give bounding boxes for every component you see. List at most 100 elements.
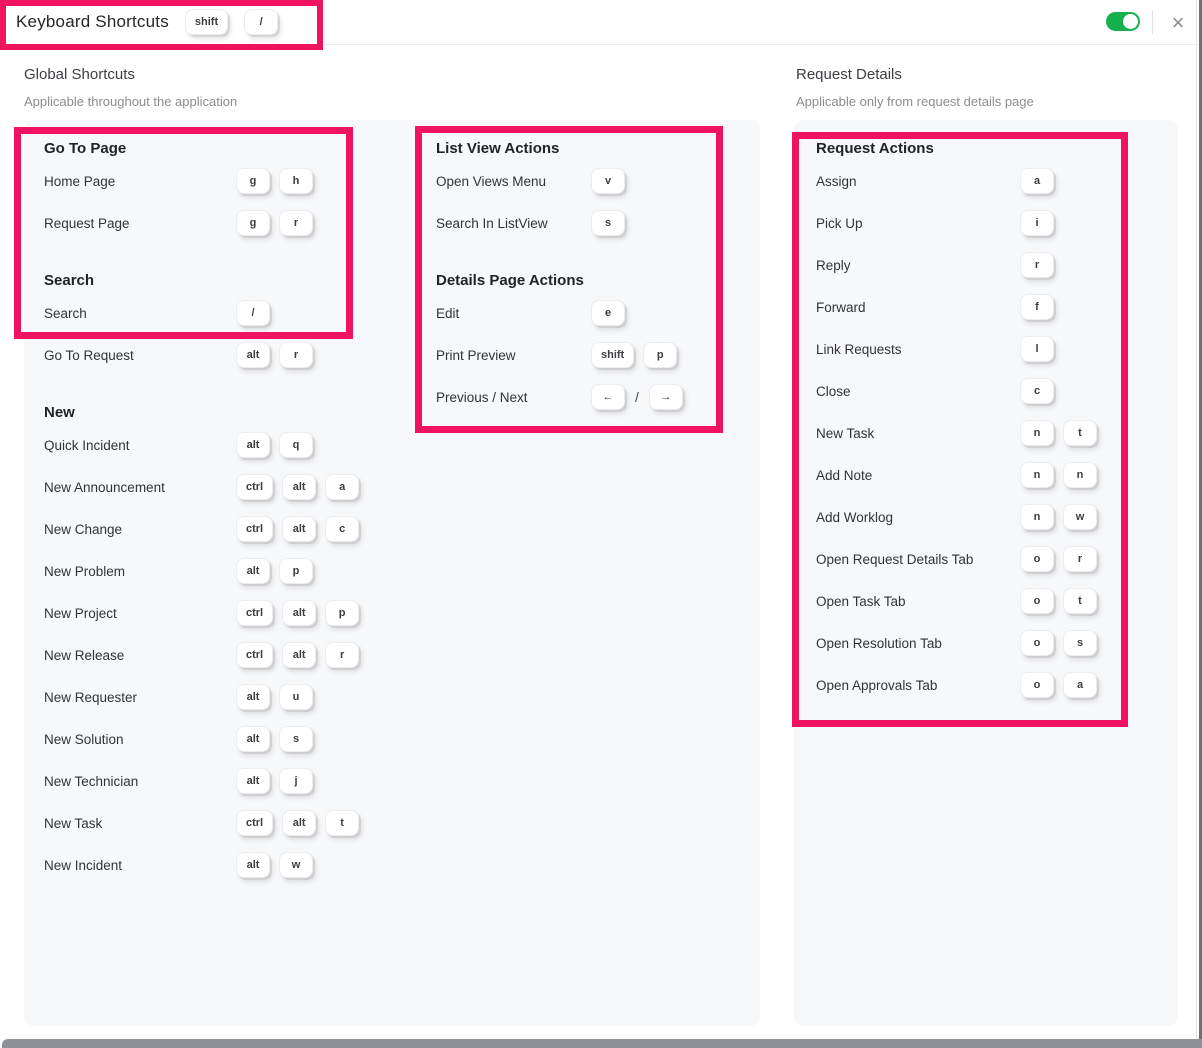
shortcut-label: Open Approvals Tab: [816, 677, 938, 693]
shortcut-row: Quick Incident alt q: [44, 424, 384, 466]
keycap-r: r: [1020, 252, 1054, 278]
keys-separator: /: [635, 389, 639, 405]
shortcut-keys: alt s: [236, 726, 313, 752]
dialog-header: Keyboard Shortcuts shift /: [0, 0, 1199, 45]
column-global-middle: List View Actions Open Views Menu v Search …: [436, 120, 736, 418]
shortcut-row: New Solution alt s: [44, 718, 384, 760]
shortcut-label: Assign: [816, 173, 857, 189]
keycap-p: p: [279, 558, 313, 584]
shortcut-row: New Incident alt w: [44, 844, 384, 886]
shortcut-row: Open Task Tab o t: [816, 580, 1156, 622]
shortcut-keys: l: [1020, 336, 1054, 362]
shortcut-row: Pick Up i: [816, 202, 1156, 244]
keycap-shift: shift: [591, 342, 635, 368]
shortcut-label: New Release: [44, 647, 125, 663]
keycap-l: l: [1020, 336, 1054, 362]
shortcut-label: Quick Incident: [44, 437, 130, 453]
window-bottom-bar: [2, 1039, 1202, 1048]
keycap-r: r: [1063, 546, 1097, 572]
shortcut-row: Previous / Next ← / →: [436, 376, 736, 418]
shortcut-keys: ← / →: [591, 384, 683, 410]
window-right-edge: [1199, 0, 1202, 1040]
section-title: Request Actions: [816, 140, 934, 157]
keycap-p: p: [325, 600, 360, 626]
shortcut-row: Search /: [44, 292, 384, 334]
shortcut-row: Request Page g r: [44, 202, 384, 244]
keycap-ctrl: ctrl: [236, 642, 274, 668]
section-title: Search: [44, 272, 95, 289]
shortcut-row: New Technician alt j: [44, 760, 384, 802]
keycap-n: n: [1020, 504, 1054, 530]
header-divider: [1152, 10, 1153, 34]
shortcut-keys: ctrl alt c: [236, 516, 360, 542]
shortcut-keys: ctrl alt p: [236, 600, 360, 626]
shortcut-keys: c: [1020, 378, 1054, 404]
shortcut-label: Forward: [816, 299, 866, 315]
keycap-w: w: [1063, 504, 1097, 530]
section-title: List View Actions: [436, 140, 560, 157]
shortcut-keys: alt u: [236, 684, 313, 710]
keycap-alt: alt: [236, 558, 270, 584]
shortcut-row: New Problem alt p: [44, 550, 384, 592]
close-icon[interactable]: ×: [1171, 10, 1185, 35]
shortcut-row: Close c: [816, 370, 1156, 412]
shortcut-label: Open Views Menu: [436, 173, 547, 189]
keycap-r: r: [279, 210, 313, 236]
global-shortcuts-panel: [24, 120, 760, 1026]
shortcut-label: Open Task Tab: [816, 593, 906, 609]
shortcut-label: Print Preview: [436, 347, 516, 363]
shortcut-row: Add Note n n: [816, 454, 1156, 496]
section-title: New: [44, 404, 75, 421]
keycap-w: w: [279, 852, 313, 878]
shortcut-row: New Change ctrl alt c: [44, 508, 384, 550]
keycap-alt: alt: [236, 342, 270, 368]
shortcut-label: New Incident: [44, 857, 123, 873]
keycap-f: f: [1020, 294, 1054, 320]
shortcut-label: Link Requests: [816, 341, 902, 357]
shortcut-label: Edit: [436, 305, 460, 321]
keycap-a: a: [1063, 672, 1097, 698]
keycap-q: q: [279, 432, 313, 458]
shortcut-row: Go To Request alt r: [44, 334, 384, 376]
keycap-c: c: [1020, 378, 1054, 404]
keycap-alt: alt: [282, 516, 317, 542]
shortcut-label: New Technician: [44, 773, 139, 789]
shortcut-row: Print Preview shift p: [436, 334, 736, 376]
keycap-shift: shift: [184, 9, 229, 35]
keycap-s: s: [591, 210, 625, 236]
shortcut-label: Pick Up: [816, 215, 863, 231]
shortcut-keys: alt w: [236, 852, 313, 878]
keycap-o: o: [1020, 630, 1054, 656]
shortcut-label: New Task: [44, 815, 103, 831]
shortcut-keys: alt j: [236, 768, 313, 794]
shortcut-label: Search In ListView: [436, 215, 548, 231]
keycap-alt: alt: [236, 852, 270, 878]
keycap-n: n: [1063, 462, 1097, 488]
request-details-subheading: Applicable only from request details pag…: [796, 94, 1034, 109]
dialog-title-keycaps: shift /: [184, 9, 279, 35]
request-details-panel: [794, 120, 1178, 1026]
shortcuts-enabled-toggle[interactable]: [1106, 12, 1140, 31]
keycap-: /: [244, 9, 279, 35]
keycap-u: u: [279, 684, 313, 710]
keycap-t: t: [1063, 588, 1097, 614]
shortcut-label: Close: [816, 383, 851, 399]
shortcut-keys: a: [1020, 168, 1054, 194]
keycap-a: a: [325, 474, 360, 500]
keycap-j: j: [279, 768, 313, 794]
shortcut-row: Add Worklog n w: [816, 496, 1156, 538]
shortcut-keys: ctrl alt t: [236, 810, 360, 836]
keycap-c: c: [325, 516, 360, 542]
keycap-ctrl: ctrl: [236, 600, 274, 626]
keycap-ctrl: ctrl: [236, 516, 274, 542]
keycap-s: s: [1063, 630, 1097, 656]
shortcut-label: New Project: [44, 605, 117, 621]
keycap-alt: alt: [236, 432, 270, 458]
request-details-heading: Request Details: [796, 66, 902, 83]
